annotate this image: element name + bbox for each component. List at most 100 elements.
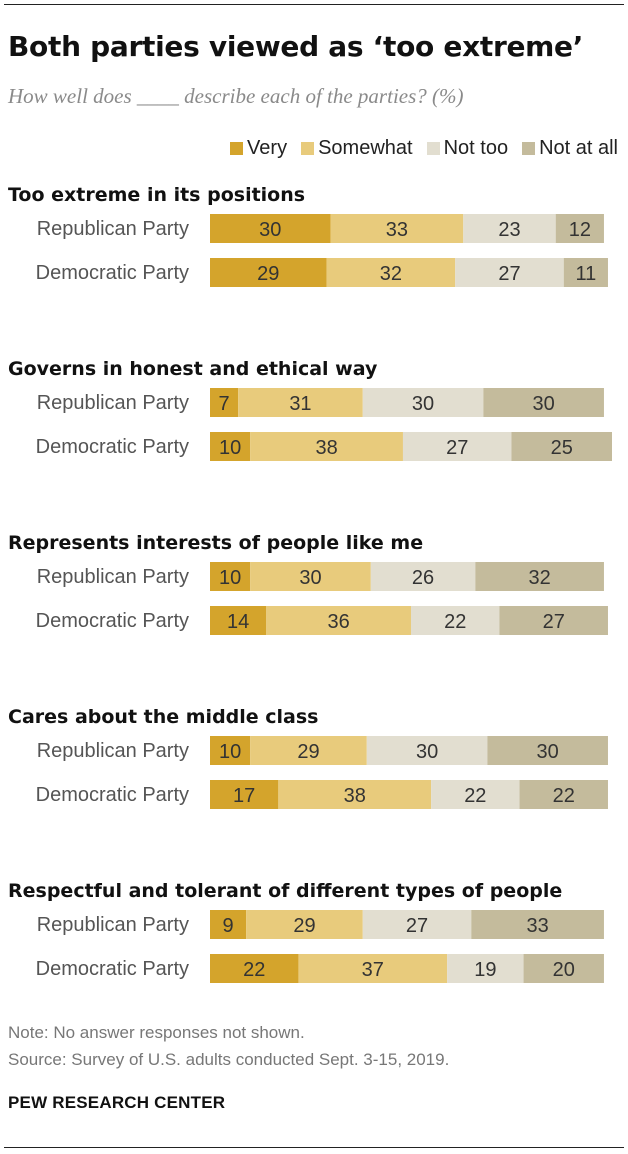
bar-segment-very: [210, 606, 267, 635]
bar-segment-not-too: [463, 214, 556, 243]
data-label: 33: [386, 219, 408, 241]
bar-segment-somewhat: [278, 780, 432, 809]
bar-segment-not-too: [447, 954, 524, 983]
bar-segment-not-at-all: [523, 954, 604, 983]
data-label: 25: [551, 437, 573, 459]
data-label: 37: [362, 959, 384, 981]
bar-segment-not-at-all: [483, 388, 604, 417]
data-label: 22: [464, 785, 486, 807]
bar-segment-not-at-all: [487, 736, 608, 765]
bar-segment-very: [210, 214, 331, 243]
data-label: 27: [498, 263, 520, 285]
data-label: 10: [219, 567, 241, 589]
legend-label-somewhat: Somewhat: [318, 137, 413, 159]
group-title: Respectful and tolerant of different typ…: [8, 880, 562, 902]
bar-segment-somewhat: [250, 562, 371, 591]
legend-swatch-not-at-all: [522, 142, 536, 155]
bar-segment-not-too: [411, 606, 500, 635]
legend-item-not-at-all: Not at all: [522, 137, 618, 160]
row-label-republican-party: Republican Party: [37, 218, 189, 240]
data-label: 27: [406, 915, 428, 937]
bar-segment-very: [210, 910, 247, 939]
group-title: Represents interests of people like me: [8, 532, 423, 554]
data-label: 20: [553, 959, 575, 981]
data-label: 32: [380, 263, 402, 285]
bar-segment-not-too: [455, 258, 564, 287]
bar-segment-very: [210, 432, 251, 461]
data-label: 19: [474, 959, 496, 981]
bar-segment-very: [210, 258, 327, 287]
bar-segment-very: [210, 562, 251, 591]
row-label-republican-party: Republican Party: [37, 740, 189, 762]
legend-swatch-not-too: [426, 142, 440, 155]
data-label: 30: [299, 567, 321, 589]
bar-segment-not-too: [366, 736, 488, 765]
data-label: 26: [412, 567, 434, 589]
data-label: 27: [543, 611, 565, 633]
group-title: Governs in honest and ethical way: [8, 358, 378, 380]
legend-item-somewhat: Somewhat: [301, 137, 413, 160]
data-label: 9: [223, 915, 234, 937]
bar-segment-somewhat: [330, 214, 464, 243]
bar-segment-not-at-all: [519, 780, 608, 809]
bar-segment-not-at-all: [563, 258, 608, 287]
bar-segment-not-too: [370, 562, 476, 591]
data-label: 22: [553, 785, 575, 807]
bar-segment-somewhat: [266, 606, 411, 635]
bottom-rule: [4, 1147, 624, 1148]
data-label: 11: [575, 263, 596, 285]
row-label-democratic-party: Democratic Party: [36, 262, 189, 284]
legend: Very Somewhat Not too Not at all: [230, 137, 618, 160]
data-label: 17: [233, 785, 255, 807]
data-label: 7: [219, 393, 230, 415]
row-label-republican-party: Republican Party: [37, 392, 189, 414]
bar-segment-not-at-all: [499, 606, 608, 635]
bar-segment-not-at-all: [475, 562, 604, 591]
data-label: 30: [412, 393, 434, 415]
bar-segment-not-too: [402, 432, 512, 461]
bar-segment-very: [210, 780, 279, 809]
row-label-democratic-party: Democratic Party: [36, 610, 189, 632]
data-label: 29: [257, 263, 279, 285]
data-label: 10: [219, 437, 241, 459]
bar-segment-very: [210, 388, 239, 417]
row-label-republican-party: Republican Party: [37, 566, 189, 588]
bar-segment-not-at-all: [555, 214, 604, 243]
data-label: 22: [243, 959, 265, 981]
data-label: 31: [289, 393, 311, 415]
chart-title: Both parties viewed as ‘too extreme’: [8, 30, 584, 63]
bar-segment-somewhat: [326, 258, 456, 287]
data-label: 30: [416, 741, 438, 763]
legend-label-not-too: Not too: [443, 137, 509, 159]
legend-swatch-very: [230, 142, 244, 155]
data-label: 27: [446, 437, 468, 459]
bar-segment-not-too: [362, 910, 472, 939]
data-label: 30: [259, 219, 281, 241]
data-label: 30: [533, 393, 555, 415]
brand-logo-text: PEW RESEARCH CENTER: [8, 1093, 226, 1112]
data-label: 38: [315, 437, 337, 459]
data-label: 22: [444, 611, 466, 633]
data-label: 32: [529, 567, 551, 589]
data-label: 36: [328, 611, 350, 633]
data-label: 29: [293, 915, 315, 937]
bar-segment-not-too: [431, 780, 520, 809]
top-rule: [4, 4, 624, 5]
bar-segment-somewhat: [246, 910, 363, 939]
legend-item-not-too: Not too: [426, 137, 509, 160]
stacked-bar-chart: Too extreme in its positions Republican P…: [8, 184, 612, 983]
group-title: Too extreme in its positions: [8, 184, 305, 206]
bar-segment-very: [210, 954, 299, 983]
group-title: Cares about the middle class: [8, 706, 319, 728]
row-label-democratic-party: Democratic Party: [36, 958, 189, 980]
data-label: 12: [569, 219, 591, 241]
bar-segment-not-at-all: [471, 910, 604, 939]
row-label-democratic-party: Democratic Party: [36, 784, 189, 806]
bar-segment-not-at-all: [511, 432, 612, 461]
legend-swatch-somewhat: [301, 142, 315, 155]
legend-label-not-at-all: Not at all: [539, 137, 618, 159]
bar-segment-very: [210, 736, 251, 765]
footer-source: Source: Survey of U.S. adults conducted …: [8, 1050, 450, 1069]
bar-segment-somewhat: [238, 388, 363, 417]
row-label-republican-party: Republican Party: [37, 914, 189, 936]
